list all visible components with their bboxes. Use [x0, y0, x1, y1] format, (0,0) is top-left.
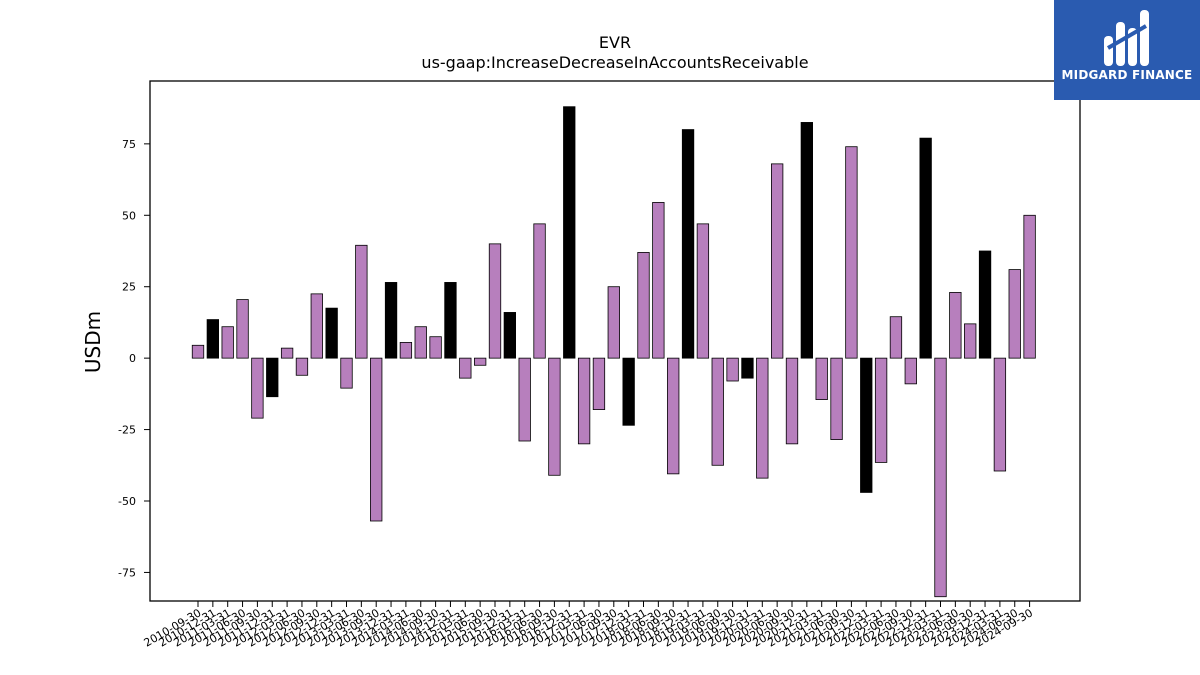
- midgard-logo-icon: [1104, 10, 1149, 66]
- bar-2010-12-31: [206, 319, 220, 359]
- bar-2019-09-30: [726, 357, 739, 382]
- bar-2018-06-30: [652, 202, 665, 359]
- bar-2011-03-31: [221, 326, 234, 359]
- bar-2011-09-30: [251, 357, 264, 419]
- bar-2016-12-31: [563, 106, 576, 359]
- bar-2020-09-30: [785, 357, 799, 445]
- bar-2014-12-31: [444, 282, 457, 359]
- bar-2016-09-30: [548, 357, 561, 476]
- y-tick-label: -25: [118, 424, 136, 437]
- brand-logo: MIDGARD FINANCE: [1054, 0, 1200, 100]
- y-tick-label: 50: [122, 209, 136, 222]
- bar-2018-09-30: [667, 357, 680, 475]
- bar-2020-03-31: [756, 357, 769, 479]
- bar-2012-06-30: [295, 357, 309, 376]
- bars-group: [191, 106, 1036, 598]
- bar-2017-12-31: [622, 357, 635, 426]
- y-tick-label: -75: [118, 566, 136, 579]
- bar-2019-06-30: [711, 357, 724, 466]
- bar-2020-12-31: [800, 122, 813, 359]
- bar-2013-06-30: [355, 244, 368, 359]
- bar-2013-03-31: [340, 357, 353, 389]
- bar-2019-03-31: [696, 223, 710, 359]
- bar-2018-12-31: [681, 129, 695, 359]
- bar-2015-06-30: [473, 357, 487, 366]
- chart-subtitle: us-gaap:IncreaseDecreaseInAccountsReceiv…: [421, 53, 808, 72]
- bar-2023-06-30: [949, 292, 962, 359]
- bar-2023-12-31: [978, 250, 992, 359]
- bar-2014-03-31: [399, 342, 413, 359]
- bar-2013-12-31: [384, 282, 398, 359]
- x-axis: 2010-09-302010-12-312011-03-312011-06-30…: [142, 601, 1035, 650]
- bar-2021-06-30: [830, 357, 843, 440]
- bar-2014-09-30: [429, 336, 442, 359]
- bar-2022-12-31: [919, 137, 932, 359]
- bar-2010-09-30: [191, 344, 205, 359]
- bar-2023-03-31: [934, 357, 947, 598]
- logo-text: MIDGARD FINANCE: [1061, 68, 1193, 82]
- bar-2023-09-30: [964, 323, 977, 359]
- bar-2024-03-31: [993, 357, 1007, 472]
- bar-2015-12-31: [503, 312, 517, 359]
- y-tick-label: 75: [122, 138, 136, 151]
- bar-2017-09-30: [607, 286, 620, 359]
- y-tick-label: 0: [129, 352, 136, 365]
- bar-2019-12-31: [741, 357, 754, 379]
- bar-2015-09-30: [488, 243, 502, 359]
- chart-title: EVR: [599, 33, 631, 52]
- bar-2022-09-30: [904, 357, 917, 385]
- bar-2012-12-31: [325, 307, 338, 359]
- y-axis: -75 -50 -25 0 25 50 75: [118, 138, 150, 579]
- bar-2016-06-30: [533, 223, 546, 359]
- bar-2011-06-30: [236, 299, 249, 359]
- bar-2012-03-31: [280, 347, 294, 359]
- bar-2021-09-30: [845, 146, 858, 359]
- bar-2018-03-31: [637, 252, 650, 359]
- bar-2022-06-30: [889, 316, 903, 359]
- bar-2022-03-31: [874, 357, 888, 463]
- bar-2024-06-30: [1008, 269, 1021, 359]
- bar-2013-09-30: [370, 357, 383, 522]
- bar-2011-12-31: [266, 357, 279, 398]
- bar-2017-06-30: [592, 357, 606, 410]
- bar-2020-06-30: [771, 163, 784, 359]
- bar-2015-03-31: [459, 357, 472, 379]
- plot-frame: [149, 80, 1081, 602]
- bar-2017-03-31: [577, 357, 591, 445]
- bar-2021-03-31: [815, 357, 828, 400]
- y-axis-label: USDm: [81, 311, 105, 373]
- bar-2014-06-30: [414, 326, 427, 359]
- y-tick-label: 25: [122, 281, 136, 294]
- bar-2024-09-30: [1023, 214, 1036, 359]
- bar-2016-03-31: [518, 357, 531, 442]
- y-tick-label: -50: [118, 495, 136, 508]
- bar-2012-09-30: [310, 293, 323, 359]
- bar-2021-12-31: [860, 357, 873, 493]
